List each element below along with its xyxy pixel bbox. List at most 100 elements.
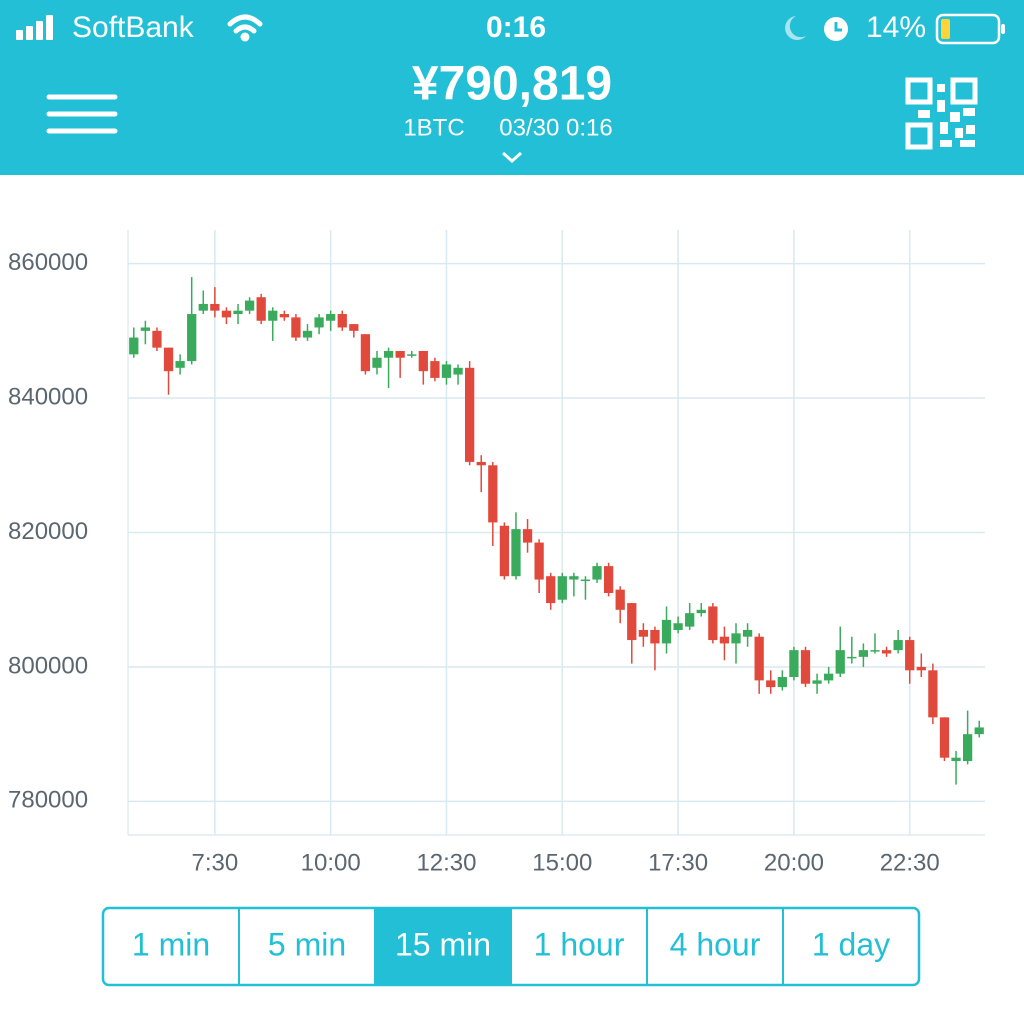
candle-body: [221, 310, 232, 318]
interval-label[interactable]: 5 min: [268, 926, 346, 962]
candle-body: [453, 367, 463, 375]
candle-body: [974, 727, 984, 735]
candle-body: [372, 357, 382, 368]
header-bar: [0, 0, 1024, 175]
y-tick-label: 840000: [8, 383, 88, 410]
candle-body: [650, 629, 660, 644]
candle-body: [731, 633, 741, 644]
interval-label[interactable]: 1 day: [812, 926, 890, 962]
candle-body: [708, 606, 718, 641]
candle-body: [881, 650, 892, 654]
candle-body: [279, 314, 289, 318]
axis-labels: 780000 800000 820000 840000 860000 7:30 10:00 1…: [8, 249, 940, 876]
wifi-icon: [227, 14, 263, 42]
candle-body: [627, 603, 637, 641]
moon-icon: [785, 16, 806, 40]
candle-body: [256, 297, 266, 321]
candles: [129, 277, 984, 785]
x-tick-label: 17:30: [648, 849, 708, 876]
signal-icon: [16, 15, 53, 40]
candle-body: [569, 576, 579, 580]
candle-body: [488, 465, 498, 523]
candle-body: [754, 636, 764, 681]
x-tick-label: 20:00: [764, 849, 824, 876]
interval-label[interactable]: 1 hour: [534, 926, 625, 962]
y-tick-label: 800000: [8, 652, 88, 679]
candle-body: [685, 613, 695, 627]
candle-body: [870, 650, 880, 652]
candle-body: [824, 673, 834, 681]
candle-body: [430, 361, 440, 378]
interval-label[interactable]: 4 hour: [670, 926, 761, 962]
carrier: SoftBank: [72, 11, 195, 44]
x-tick-label: 12:30: [416, 849, 476, 876]
candle-body: [835, 650, 845, 674]
candle-body: [951, 757, 961, 762]
candle-body: [580, 579, 591, 582]
candle-body: [905, 640, 915, 671]
candle-body: [719, 636, 730, 644]
y-tick-label: 860000: [8, 249, 88, 276]
candle-body: [766, 680, 776, 688]
candle-body: [360, 334, 371, 372]
candle-body: [742, 629, 753, 637]
candle-body: [546, 576, 556, 604]
alarm-icon: [824, 17, 848, 41]
candle-body: [418, 351, 428, 372]
candle-body: [592, 566, 602, 580]
candle-body: [326, 314, 336, 321]
candle-body: [152, 330, 162, 348]
candle-body: [187, 314, 197, 362]
candle-body: [291, 317, 301, 338]
x-tick-label: 10:00: [301, 849, 361, 876]
expand-chevron[interactable]: [502, 151, 522, 164]
candle-body: [534, 542, 544, 580]
interval-label[interactable]: 1 min: [132, 926, 210, 962]
candle-body: [800, 650, 811, 684]
candle-body: [928, 670, 938, 718]
candle-body: [615, 589, 625, 610]
candle-body: [893, 640, 903, 651]
qr-button[interactable]: [905, 77, 978, 150]
candle-body: [939, 717, 950, 758]
candle-body: [175, 361, 185, 368]
candle-body: [603, 566, 614, 593]
candle-body: [916, 666, 926, 671]
candle-body: [337, 314, 347, 328]
candle-body: [441, 364, 452, 378]
candle-body: [198, 303, 208, 311]
candle-body: [210, 303, 220, 311]
candle-body: [673, 623, 683, 630]
candle-body: [383, 351, 394, 358]
candle-body: [407, 354, 417, 356]
candle-body: [395, 351, 405, 358]
candle-body: [789, 650, 799, 678]
candle-body: [314, 317, 324, 328]
candle-body: [140, 327, 151, 331]
x-tick-label: 7:30: [191, 849, 238, 876]
pair: 1BTC: [403, 114, 464, 141]
interval-button-selected[interactable]: [375, 908, 511, 985]
candle-body: [557, 576, 567, 600]
candle-body: [476, 461, 486, 466]
candle-body: [661, 619, 672, 644]
interval-selector: 1 min 5 min 15 min 1 hour 4 hour 1 day: [101, 906, 921, 987]
battery-icon: [935, 13, 1005, 45]
y-tick-label: 820000: [8, 518, 88, 545]
y-tick-label: 780000: [8, 787, 88, 814]
candle-body: [499, 525, 510, 577]
interval-label[interactable]: 15 min: [395, 926, 491, 962]
price: ¥790,819: [412, 58, 612, 111]
candle-body: [812, 680, 822, 684]
clock: 0:16: [486, 11, 546, 44]
candle-body: [638, 629, 648, 637]
x-tick-label: 22:30: [880, 849, 940, 876]
menu-button[interactable]: [46, 94, 118, 134]
candle-body: [268, 310, 278, 321]
battery-text: 14%: [866, 11, 926, 44]
candle-body: [163, 347, 174, 372]
candle-body: [777, 677, 787, 688]
candle-body: [858, 650, 869, 657]
